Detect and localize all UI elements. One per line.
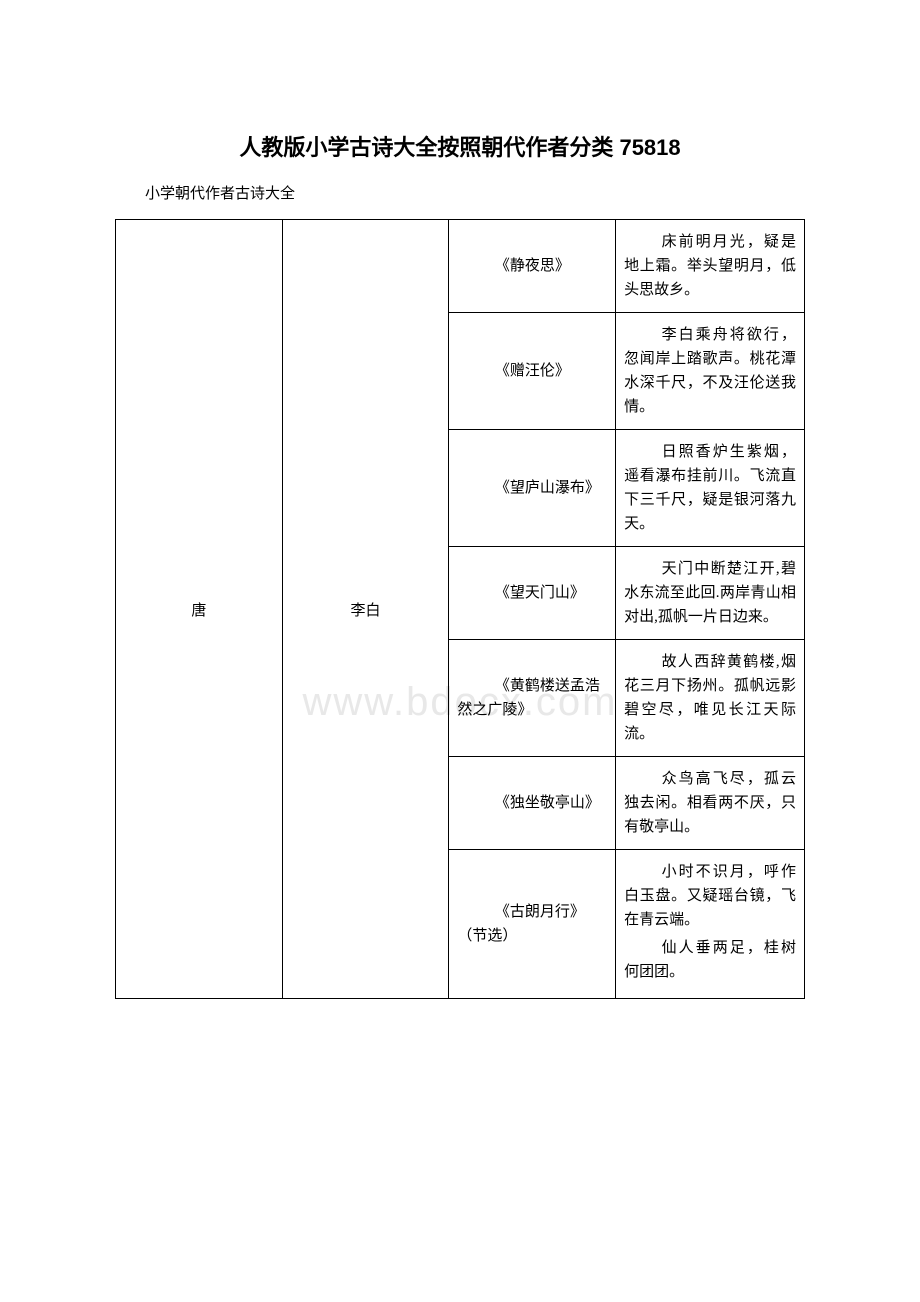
document-title: 人教版小学古诗大全按照朝代作者分类 75818 [115,130,805,162]
table-row: 唐 李白 《静夜思》 床前明月光，疑是地上霜。举头望明月，低头思故乡。 [116,220,805,313]
poem-title-cell: 《望天门山》 [449,547,616,640]
poem-title-cell: 《黄鹤楼送孟浩然之广陵》 [449,640,616,757]
poem-title-cell: 《独坐敬亭山》 [449,757,616,850]
poem-content-cell: 李白乘舟将欲行，忽闻岸上踏歌声。桃花潭水深千尺，不及汪伦送我情。 [616,313,805,430]
poem-content-cell: 天门中断楚江开,碧水东流至此回.两岸青山相对出,孤帆一片日边来。 [616,547,805,640]
table-wrapper: 唐 李白 《静夜思》 床前明月光，疑是地上霜。举头望明月，低头思故乡。 《赠汪伦… [115,219,805,999]
poem-table: 唐 李白 《静夜思》 床前明月光，疑是地上霜。举头望明月，低头思故乡。 《赠汪伦… [115,219,805,999]
author-cell: 李白 [282,220,449,999]
poem-content-cell: 日照香炉生紫烟，遥看瀑布挂前川。飞流直下三千尺，疑是银河落九天。 [616,430,805,547]
document-subtitle: 小学朝代作者古诗大全 [115,182,805,203]
poem-title-cell: 《赠汪伦》 [449,313,616,430]
poem-title-cell: 《静夜思》 [449,220,616,313]
poem-title-cell: 《望庐山瀑布》 [449,430,616,547]
poem-content-cell: 小时不识月，呼作白玉盘。又疑瑶台镜，飞在青云端。 仙人垂两足，桂树何团团。 [616,850,805,999]
poem-title-cell: 《古朗月行》（节选） [449,850,616,999]
poem-content-part: 小时不识月，呼作白玉盘。又疑瑶台镜，飞在青云端。 [624,860,796,932]
poem-content-cell: 众鸟高飞尽，孤云独去闲。相看两不厌，只有敬亭山。 [616,757,805,850]
dynasty-cell: 唐 [116,220,283,999]
poem-content-cell: 故人西辞黄鹤楼,烟花三月下扬州。孤帆远影碧空尽，唯见长江天际流。 [616,640,805,757]
poem-content-part: 仙人垂两足，桂树何团团。 [624,936,796,984]
poem-content-cell: 床前明月光，疑是地上霜。举头望明月，低头思故乡。 [616,220,805,313]
